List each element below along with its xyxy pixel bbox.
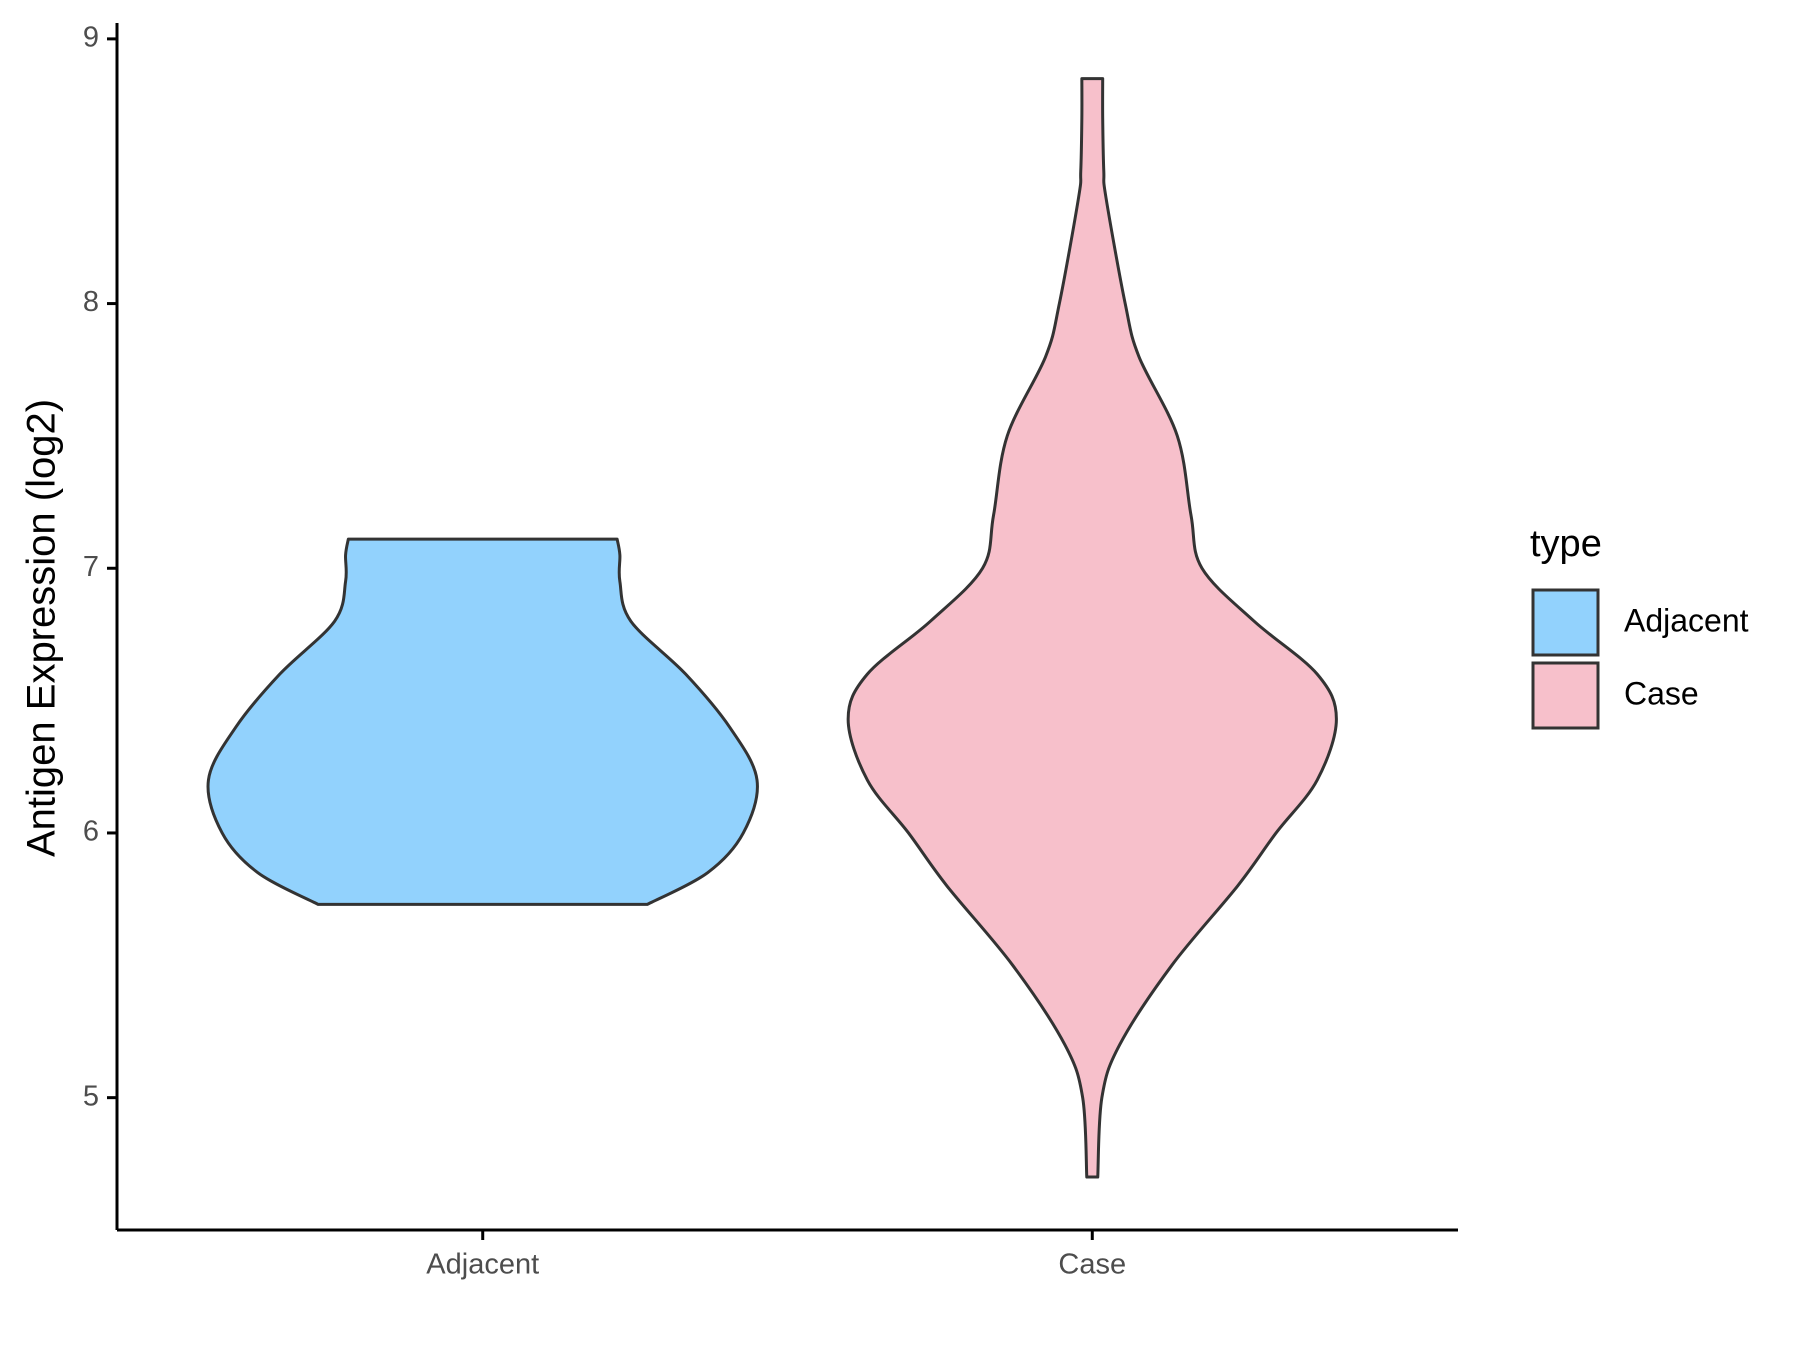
y-axis-title: Antigen Expression (log2): [20, 399, 64, 857]
y-tick-label: 6: [83, 816, 99, 848]
y-tick-label: 9: [83, 22, 99, 54]
legend-key: [1531, 588, 1600, 657]
y-tick-label: 5: [83, 1080, 99, 1112]
y-tick-label: 8: [83, 286, 99, 318]
legend-label: Case: [1624, 675, 1699, 711]
y-tick-label: 7: [83, 551, 99, 583]
x-tick-label: Case: [1058, 1249, 1126, 1281]
legend-key: [1531, 661, 1600, 730]
legend-label: Adjacent: [1624, 602, 1749, 638]
x-tick-label: Adjacent: [426, 1249, 539, 1281]
violin: [846, 77, 1338, 1179]
violin: [206, 537, 759, 906]
legend-title: type: [1530, 523, 1602, 565]
